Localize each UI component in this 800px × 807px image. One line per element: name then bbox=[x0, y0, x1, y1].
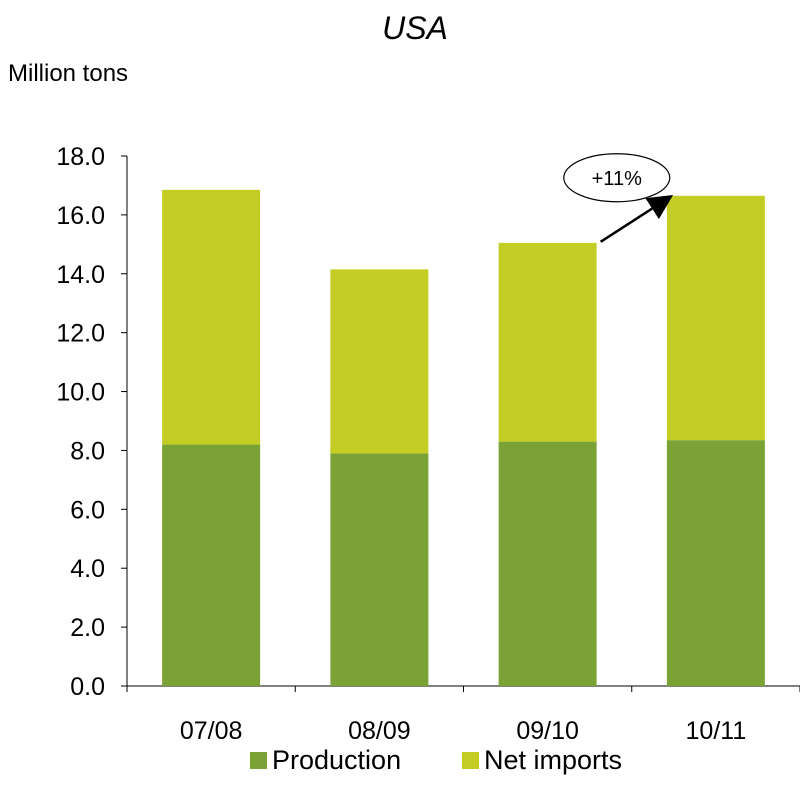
chart-title: USA bbox=[382, 10, 448, 46]
bar-production-2 bbox=[498, 441, 597, 686]
legend-swatch-production bbox=[250, 752, 267, 769]
legend: Production Net imports bbox=[0, 745, 800, 795]
stacked-bar-chart: 0.0 2.0 4.0 6.0 8.0 10.0 12.0 14.0 16.0 18.0 07/08… bbox=[56, 143, 800, 740]
y-tick-label: 12.0 bbox=[56, 320, 105, 348]
x-tick-label: 08/09 bbox=[348, 717, 411, 740]
growth-callout-ellipse bbox=[563, 153, 671, 203]
bar-net-imports-1 bbox=[330, 269, 429, 454]
growth-arrow bbox=[599, 195, 674, 243]
y-tick-label: 4.0 bbox=[70, 555, 105, 583]
bar-production-1 bbox=[330, 453, 429, 686]
legend-item-production: Production bbox=[250, 745, 401, 776]
legend-swatch-net-imports bbox=[462, 752, 479, 769]
x-tick-label: 10/11 bbox=[686, 717, 747, 740]
legend-label-net-imports: Net imports bbox=[484, 745, 623, 775]
legend-item-net-imports: Net imports bbox=[462, 745, 622, 776]
y-tick-label: 14.0 bbox=[56, 261, 105, 289]
y-tick-label: 18.0 bbox=[56, 143, 105, 171]
y-tick-label: 6.0 bbox=[70, 496, 105, 524]
y-tick-label: 16.0 bbox=[56, 202, 105, 230]
x-tick-label: 07/08 bbox=[180, 717, 243, 740]
y-tick-label: 8.0 bbox=[70, 437, 105, 465]
legend-label-production: Production bbox=[272, 745, 402, 775]
bar-net-imports-0 bbox=[162, 189, 261, 445]
bar-production-0 bbox=[162, 444, 261, 686]
bar-net-imports-2 bbox=[498, 242, 597, 442]
bar-production-3 bbox=[666, 440, 765, 686]
bar-net-imports-3 bbox=[666, 195, 765, 441]
y-axis-label: Million tons bbox=[8, 60, 129, 87]
y-tick-label: 0.0 bbox=[70, 673, 105, 701]
y-tick-label: 10.0 bbox=[56, 379, 105, 407]
growth-callout-label: +11% bbox=[592, 168, 642, 190]
y-tick-label: 2.0 bbox=[70, 614, 105, 642]
x-tick-label: 09/10 bbox=[516, 717, 579, 740]
